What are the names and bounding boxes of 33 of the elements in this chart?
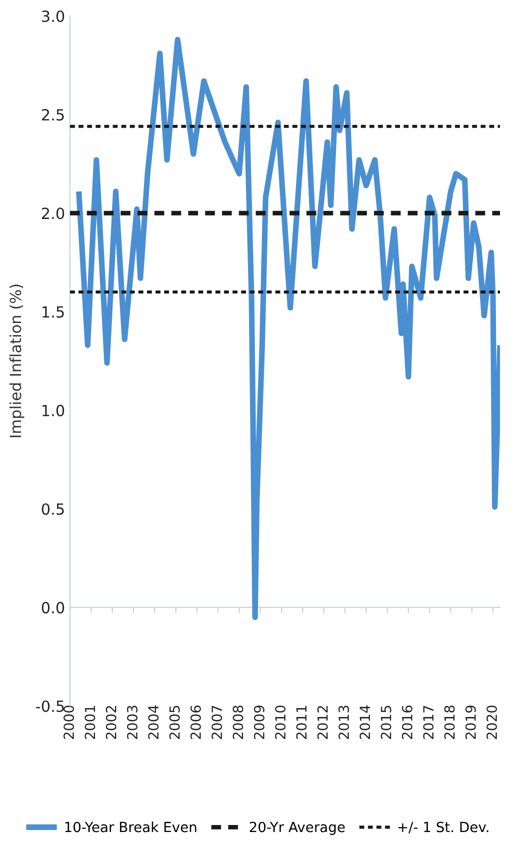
x-tick-label: 2013 bbox=[338, 706, 350, 739]
y-tick-label: 2.5 bbox=[42, 109, 64, 121]
x-tick-label: 2016 bbox=[402, 706, 412, 739]
x-tick-label: 2011 bbox=[296, 706, 307, 739]
y-tick-label: 0.5 bbox=[42, 503, 64, 515]
x-tick-label: 2012 bbox=[317, 706, 328, 739]
y-tick-label: 0.0 bbox=[42, 602, 64, 614]
y-axis-title: Implied Inflation (%) bbox=[9, 284, 24, 438]
x-tick-label: 2014 bbox=[360, 705, 370, 739]
y-tick-label: 2.0 bbox=[42, 208, 64, 220]
x-tick-label: 2010 bbox=[275, 706, 286, 739]
x-tick-label: 2017 bbox=[423, 706, 434, 739]
x-tick-label: 2005 bbox=[169, 706, 180, 739]
x-tick-label: 2006 bbox=[190, 706, 201, 739]
y-tick-label: 1.5 bbox=[42, 306, 64, 318]
x-tick-label: 2015 bbox=[380, 706, 392, 739]
x-tick-label: 2009 bbox=[254, 706, 264, 739]
x-tick-label: 2007 bbox=[212, 706, 222, 739]
y-tick-label: 1.0 bbox=[42, 404, 64, 416]
x-tick-label: 2004 bbox=[148, 705, 159, 739]
legend-label: +/- 1 St. Dev. bbox=[398, 822, 488, 834]
legend-label: 10-Year Break Even bbox=[65, 822, 196, 832]
x-tick-label: 2003 bbox=[126, 706, 138, 739]
x-tick-label: 2001 bbox=[84, 706, 96, 739]
x-tick-label: 2018 bbox=[444, 706, 455, 739]
x-tick-label: 2020 bbox=[486, 706, 498, 739]
x-tick-label: 2002 bbox=[106, 706, 116, 739]
x-tick-label: 2000 bbox=[64, 706, 74, 739]
legend-label: 20-Yr Average bbox=[250, 822, 345, 835]
y-tick-label: -0.5 bbox=[36, 700, 64, 712]
x-tick-label: 2019 bbox=[465, 706, 476, 739]
y-tick-label: 3.0 bbox=[42, 10, 64, 22]
x-tick-label: 2008 bbox=[232, 706, 244, 739]
